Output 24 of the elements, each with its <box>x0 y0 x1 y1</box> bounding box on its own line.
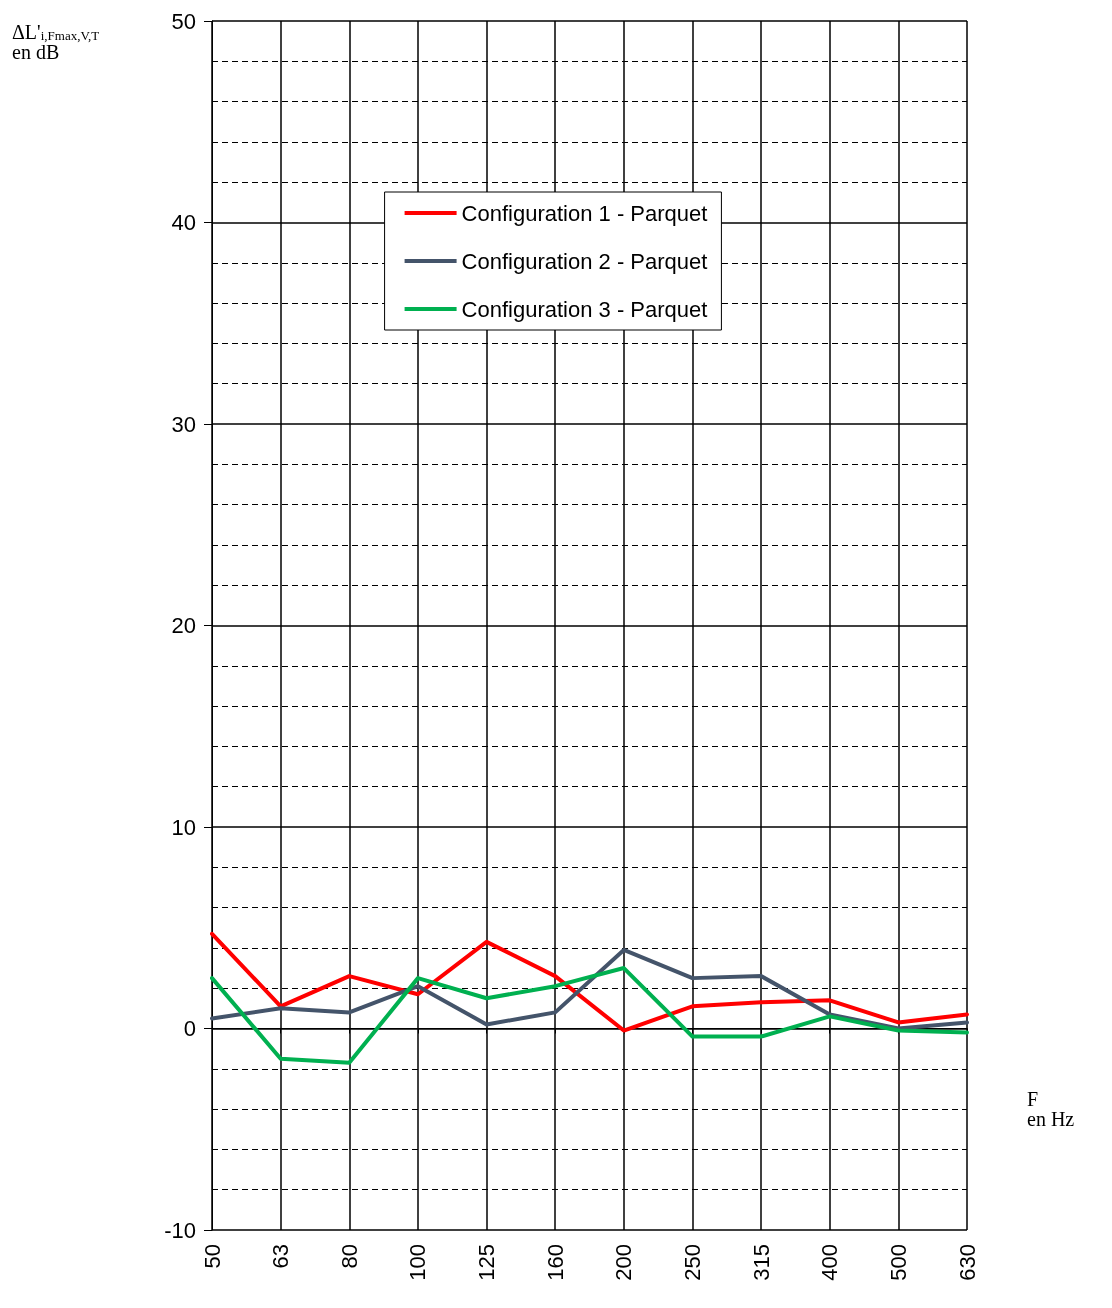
y-tick-label: 0 <box>183 1016 196 1041</box>
x-tick-label: 50 <box>199 1244 225 1269</box>
y-tick-label: 40 <box>171 210 196 235</box>
x-tick-label: 200 <box>611 1244 637 1281</box>
y-tick-label: 30 <box>171 411 196 437</box>
legend-label: Configuration 3 - Parquet <box>461 296 708 322</box>
x-tick-label: 400 <box>817 1244 843 1281</box>
legend-label: Configuration 2 - Parquet <box>461 248 708 274</box>
x-tick-label: 80 <box>336 1244 362 1269</box>
y-tick-label: 50 <box>171 8 196 34</box>
y-tick-label: 10 <box>171 814 196 840</box>
x-axis-title: F en Hz <box>1027 1087 1075 1130</box>
x-tick-label: 63 <box>268 1244 294 1269</box>
x-tick-label: 315 <box>748 1244 774 1281</box>
x-tick-label: 160 <box>542 1244 568 1281</box>
x-tick-label: 250 <box>679 1244 705 1281</box>
x-tick-label: 125 <box>474 1244 500 1281</box>
x-tick-label: 500 <box>885 1244 911 1281</box>
y-tick-label: -10 <box>164 1217 196 1243</box>
x-tick-label: 630 <box>954 1244 980 1281</box>
y-tick-label: 20 <box>171 613 196 638</box>
x-tick-label: 100 <box>405 1244 431 1281</box>
legend-label: Configuration 1 - Parquet <box>461 200 708 226</box>
y-axis-title: ΔL'i,Fmax,V,T en dB <box>12 20 100 63</box>
